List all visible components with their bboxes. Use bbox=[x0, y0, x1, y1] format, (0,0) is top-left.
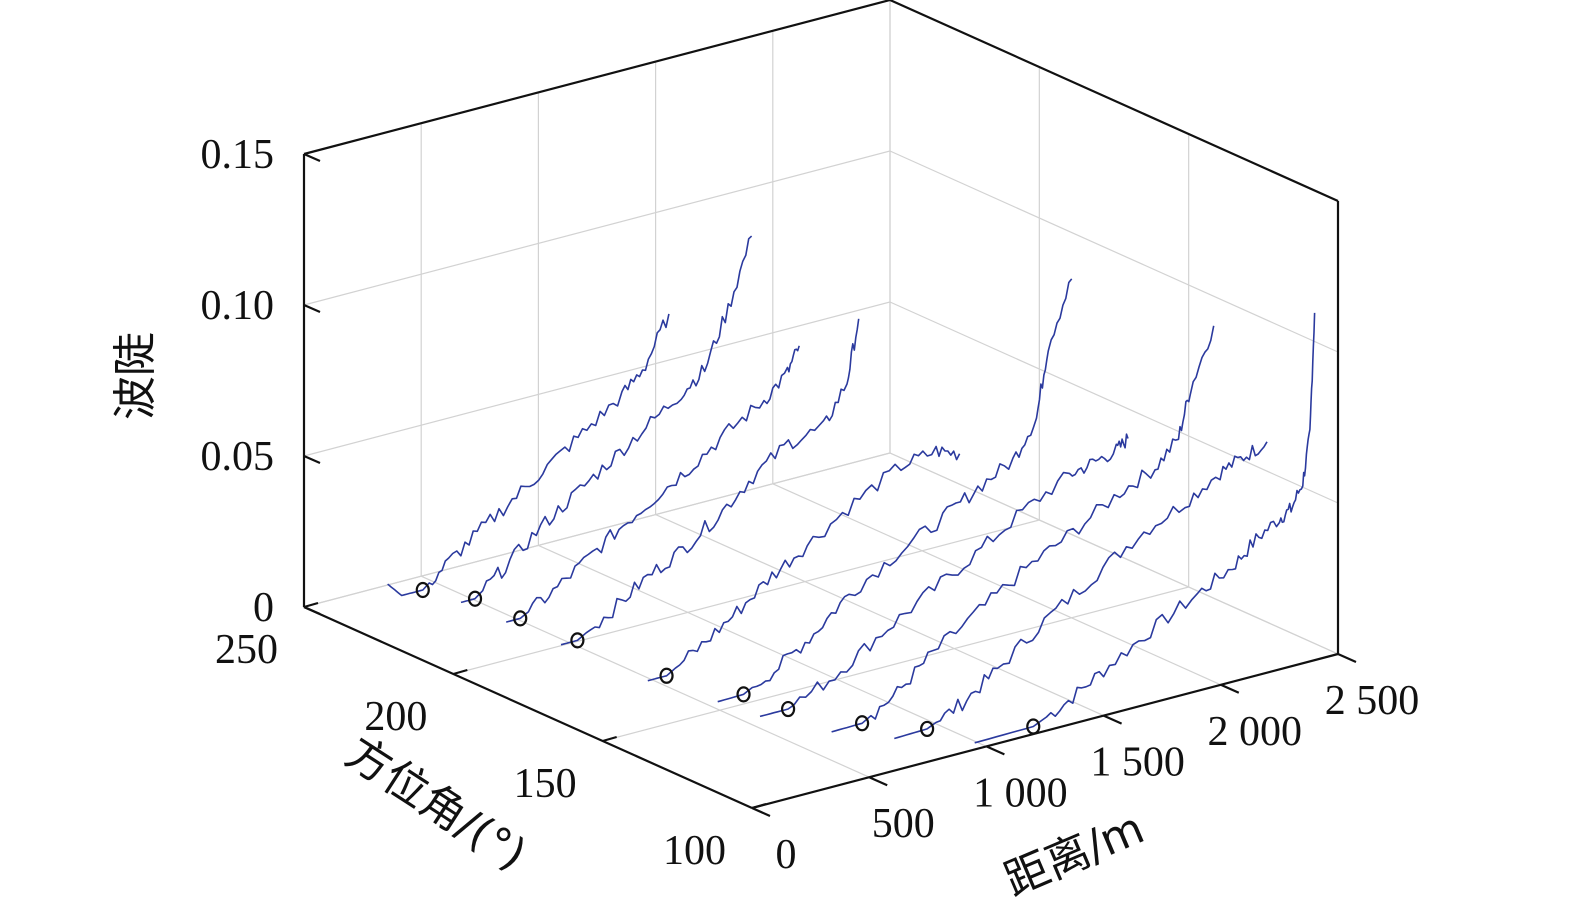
series-line-1 bbox=[894, 441, 1268, 740]
z-axis-title: 波陡 bbox=[110, 332, 161, 420]
series-line-7 bbox=[505, 345, 800, 623]
series-marker-6 bbox=[570, 632, 585, 649]
z-tick-label: 0 bbox=[253, 585, 274, 631]
y-tick-label: 150 bbox=[514, 761, 577, 807]
x-tick-label: 500 bbox=[872, 801, 935, 847]
grid-line-z bbox=[303, 150, 891, 306]
z-tick-label: 0.10 bbox=[201, 283, 275, 329]
x-tick bbox=[751, 806, 771, 818]
axes-box-edge bbox=[889, 0, 1339, 203]
y-axis-title: 方位角/(°) bbox=[337, 727, 535, 880]
axes-box-edge bbox=[751, 652, 1339, 810]
x-tick bbox=[1337, 652, 1357, 664]
grid-line-z bbox=[889, 150, 1339, 353]
z-tick bbox=[303, 303, 321, 314]
grid-line-y bbox=[602, 586, 1189, 742]
y-tick-label: 100 bbox=[663, 828, 726, 874]
grid-line-z bbox=[303, 452, 891, 608]
series-line-6 bbox=[560, 318, 860, 646]
series-line-4 bbox=[717, 278, 1073, 703]
grid-line-x bbox=[538, 544, 987, 747]
axes-box bbox=[302, 0, 1340, 810]
series-layer bbox=[387, 235, 1316, 744]
y-tick bbox=[751, 802, 767, 810]
series-marker-3 bbox=[781, 700, 796, 718]
series-marker-2 bbox=[854, 715, 870, 732]
grid-line-y bbox=[453, 519, 1040, 675]
series-line-8 bbox=[460, 235, 753, 604]
z-tick-label: 0.05 bbox=[201, 434, 275, 480]
x-tick bbox=[985, 745, 1005, 756]
z-tick bbox=[303, 152, 321, 163]
y-tick bbox=[453, 668, 468, 676]
x-tick-label: 1 000 bbox=[973, 770, 1068, 816]
x-tick-label: 1 500 bbox=[1090, 740, 1185, 786]
x-tick bbox=[1220, 683, 1240, 694]
grid-line-z bbox=[889, 301, 1339, 504]
series-marker-9 bbox=[415, 581, 430, 599]
series-marker-4 bbox=[736, 686, 751, 703]
grid-line-z bbox=[303, 301, 891, 457]
series-line-5 bbox=[647, 445, 961, 682]
series-marker-1 bbox=[920, 720, 935, 738]
series-marker-8 bbox=[467, 590, 483, 607]
x-tick-label: 0 bbox=[776, 832, 797, 878]
z-tick bbox=[303, 454, 321, 465]
z-tick bbox=[303, 605, 321, 616]
y-tick bbox=[303, 601, 319, 609]
grid-line-x bbox=[420, 575, 870, 778]
grid-line-x bbox=[772, 483, 1222, 686]
x-tick bbox=[868, 776, 888, 787]
series-line-2 bbox=[831, 325, 1215, 733]
x-tick bbox=[1103, 714, 1123, 725]
series-line-0 bbox=[974, 312, 1316, 744]
x-tick-label: 2 000 bbox=[1208, 709, 1303, 755]
axes-box-edge bbox=[303, 0, 891, 156]
x-axis-title: 距离/m bbox=[997, 803, 1151, 907]
grid-line-x bbox=[655, 514, 1104, 717]
axes-box-edge bbox=[303, 605, 753, 810]
z-tick-label: 0.15 bbox=[201, 132, 275, 178]
y-tick-label: 200 bbox=[364, 694, 427, 740]
series-marker-5 bbox=[659, 667, 674, 684]
series-line-9 bbox=[387, 313, 670, 597]
x-tick-label: 2 500 bbox=[1325, 678, 1420, 724]
series-line-3 bbox=[759, 433, 1129, 718]
series-marker-7 bbox=[513, 610, 528, 627]
y-tick bbox=[602, 735, 617, 743]
y-tick-label: 250 bbox=[215, 627, 278, 673]
